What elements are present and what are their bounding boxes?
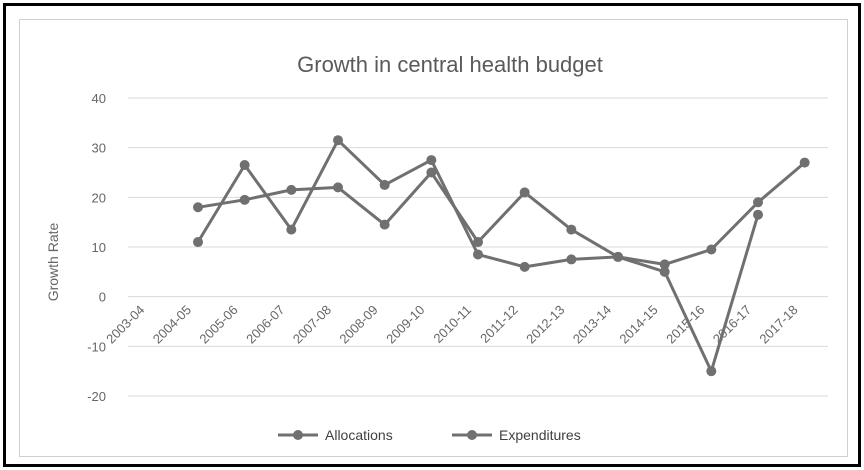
data-point: [193, 202, 203, 213]
data-point: [286, 184, 297, 195]
data-point: [333, 182, 343, 193]
x-tick-label: 2017-18: [756, 302, 800, 346]
y-tick-label: 30: [92, 141, 106, 156]
x-tick-label: 2007-08: [290, 302, 334, 346]
data-point: [426, 155, 437, 166]
data-point: [799, 157, 810, 168]
chart-frame: Growth in central health budget -20 -10 0 1…: [3, 3, 861, 467]
series-line: [197, 161, 806, 266]
x-tick-label: 2013-14: [570, 302, 614, 346]
x-tick-label: 2014-15: [616, 302, 660, 346]
line-chart: Growth in central health budget -20 -10 0 1…: [45, 52, 828, 443]
y-tick-label: 40: [92, 91, 106, 106]
y-tick-labels: -20 -10 0 10 20 30 40: [87, 91, 106, 404]
legend-label: Allocations: [325, 427, 393, 443]
data-point: [239, 194, 250, 205]
series-allocations: [193, 157, 810, 270]
x-tick-label: 2004-05: [150, 302, 194, 346]
x-tick-label: 2008-09: [336, 302, 380, 346]
legend-item: Allocations: [278, 427, 393, 443]
chart-title: Growth in central health budget: [297, 52, 603, 77]
y-axis-label: Growth Rate: [45, 222, 61, 301]
x-tick-label: 2009-10: [383, 302, 427, 346]
data-point: [706, 366, 717, 377]
x-tick-label: 2005-06: [196, 302, 240, 346]
x-tick-label: 2006-07: [243, 302, 287, 346]
data-point: [566, 224, 577, 235]
y-tick-label: -10: [87, 339, 106, 354]
legend-item: Expenditures: [452, 427, 581, 443]
legend-label: Expenditures: [499, 427, 581, 443]
data-point: [473, 249, 483, 260]
x-tick-label: 2015-16: [663, 302, 707, 346]
legend-marker: [467, 430, 477, 440]
x-tick-label: 2010-11: [430, 302, 474, 346]
y-tick-label: 20: [92, 190, 106, 205]
y-tick-label: 0: [99, 290, 106, 305]
data-point: [613, 251, 623, 262]
series-expenditures: [193, 135, 763, 377]
y-tick-label: -20: [87, 389, 106, 404]
data-point: [519, 261, 530, 272]
y-tick-label: 10: [92, 240, 106, 255]
data-point: [379, 219, 390, 230]
series-lines: [193, 135, 810, 377]
data-point: [706, 244, 717, 255]
data-point: [566, 254, 577, 265]
data-point: [426, 167, 437, 178]
data-point: [753, 209, 763, 220]
data-point: [659, 266, 670, 277]
data-point: [333, 135, 343, 146]
data-point: [239, 160, 250, 171]
legend-marker: [293, 430, 303, 440]
x-tick-label: 2003-04: [103, 302, 147, 346]
data-point: [659, 259, 670, 270]
data-point: [473, 237, 483, 248]
data-point: [193, 237, 203, 248]
x-tick-label: 2012-13: [523, 302, 567, 346]
x-tick-label: 2016-17: [710, 302, 754, 346]
legend: Allocations Expenditures: [278, 427, 581, 443]
data-point: [753, 197, 763, 208]
data-point: [379, 179, 390, 190]
data-point: [286, 224, 297, 235]
data-point: [519, 187, 530, 198]
chart-area: Growth in central health budget -20 -10 0 1…: [19, 19, 848, 457]
x-tick-label: 2011-12: [477, 302, 521, 346]
